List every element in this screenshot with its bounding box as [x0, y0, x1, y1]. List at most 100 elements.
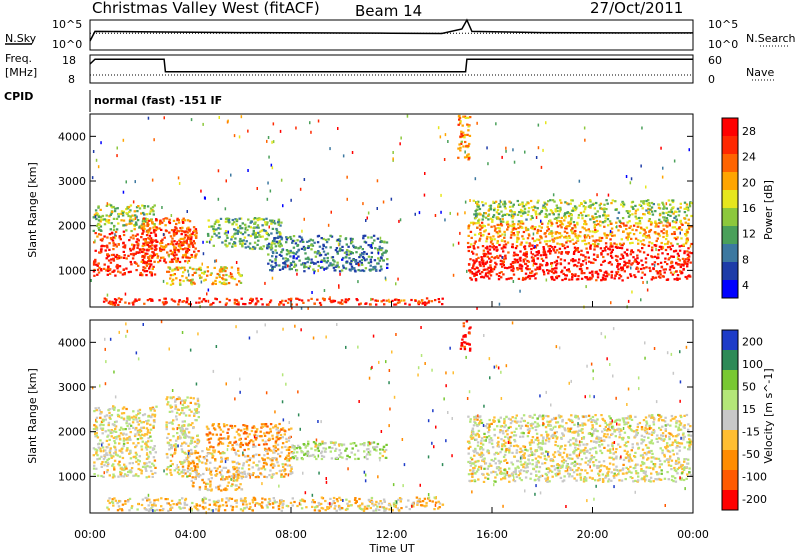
- scatter-cell: [100, 141, 102, 145]
- heat-cell: [231, 461, 235, 464]
- heat-cell: [227, 217, 230, 220]
- heat-cell: [564, 274, 567, 277]
- heat-cell: [556, 209, 559, 212]
- heat-cell: [213, 228, 216, 231]
- heat-cell: [501, 262, 505, 265]
- heat-cell: [483, 252, 486, 255]
- heat-cell: [351, 237, 354, 241]
- heat-cell: [323, 257, 326, 260]
- heat-cell: [154, 504, 157, 507]
- heat-cell: [273, 457, 277, 460]
- heat-cell: [462, 115, 465, 118]
- heat-cell: [610, 270, 614, 273]
- heat-cell: [310, 258, 313, 261]
- heat-cell: [502, 260, 505, 263]
- heat-cell: [131, 421, 135, 424]
- heat-cell: [121, 503, 125, 506]
- heat-cell: [520, 220, 524, 223]
- heat-cell: [239, 443, 242, 446]
- heat-cell: [545, 203, 549, 206]
- heat-cell: [670, 255, 673, 258]
- heat-cell: [555, 249, 559, 252]
- heat-cell: [145, 219, 148, 222]
- nave-tick-high: 60: [708, 54, 722, 67]
- power-heatmap: [90, 114, 693, 310]
- heat-cell: [513, 211, 516, 214]
- heat-cell: [628, 210, 631, 213]
- heat-cell: [135, 299, 138, 302]
- heat-cell: [523, 245, 527, 248]
- heat-cell: [137, 423, 140, 426]
- scatter-cell: [673, 271, 676, 275]
- heat-cell: [145, 264, 149, 267]
- heat-cell: [340, 443, 343, 446]
- heat-cell: [183, 441, 186, 444]
- heat-cell: [340, 269, 344, 272]
- heat-cell: [552, 240, 556, 243]
- heat-cell: [283, 429, 286, 432]
- heat-cell: [290, 467, 293, 470]
- heat-cell: [150, 263, 153, 266]
- heat-cell: [135, 460, 138, 463]
- heat-cell: [171, 427, 175, 430]
- heat-cell: [652, 203, 655, 206]
- heat-cell: [506, 213, 509, 216]
- heat-cell: [145, 457, 149, 460]
- heat-cell: [172, 232, 176, 235]
- heat-cell: [516, 238, 519, 241]
- scatter-cell: [585, 285, 587, 289]
- heat-cell: [603, 259, 606, 262]
- heat-cell: [525, 276, 528, 279]
- heat-cell: [479, 272, 482, 275]
- heat-cell: [437, 507, 440, 510]
- heat-cell: [134, 298, 137, 301]
- heat-cell: [182, 271, 185, 274]
- heat-cell: [138, 460, 141, 463]
- heat-cell: [189, 396, 192, 399]
- scatter-cell: [201, 262, 203, 266]
- heat-cell: [296, 297, 299, 300]
- heat-cell: [516, 254, 519, 257]
- heat-cell: [492, 215, 495, 219]
- heat-cell: [108, 248, 111, 251]
- heat-cell: [516, 231, 519, 234]
- heat-cell: [317, 444, 320, 447]
- heat-cell: [641, 207, 644, 210]
- heat-cell: [257, 476, 260, 479]
- heat-cell: [255, 302, 258, 305]
- heat-cell: [172, 419, 175, 422]
- heat-cell: [102, 475, 105, 478]
- heat-cell: [265, 231, 268, 235]
- power-colorbar-tick: 12: [742, 228, 756, 241]
- heat-cell: [533, 262, 536, 265]
- heat-cell: [636, 222, 640, 225]
- heat-cell: [230, 448, 234, 451]
- heat-cell: [183, 266, 186, 269]
- heat-cell: [493, 257, 496, 260]
- heat-cell: [642, 234, 645, 237]
- heat-cell: [307, 267, 310, 270]
- heat-cell: [218, 437, 221, 440]
- heat-cell: [224, 239, 228, 242]
- heat-cell: [503, 205, 506, 208]
- heat-cell: [197, 268, 201, 271]
- heat-cell: [469, 116, 472, 119]
- heat-cell: [140, 421, 143, 424]
- heat-cell: [189, 423, 193, 427]
- heat-cell: [295, 458, 299, 461]
- heat-cell: [563, 236, 566, 239]
- heat-cell: [219, 428, 223, 431]
- heat-cell: [688, 251, 691, 254]
- heat-cell: [513, 234, 516, 237]
- heat-cell: [132, 254, 135, 257]
- heat-cell: [185, 427, 188, 430]
- scatter-cell: [311, 291, 313, 294]
- heat-cell: [627, 215, 631, 218]
- heat-cell: [97, 406, 100, 410]
- heat-cell: [152, 424, 155, 427]
- heat-cell: [481, 234, 485, 237]
- scatter-cell: [114, 236, 117, 240]
- heat-cell: [593, 207, 596, 210]
- heat-cell: [136, 244, 140, 247]
- scatter-cell: [238, 135, 241, 139]
